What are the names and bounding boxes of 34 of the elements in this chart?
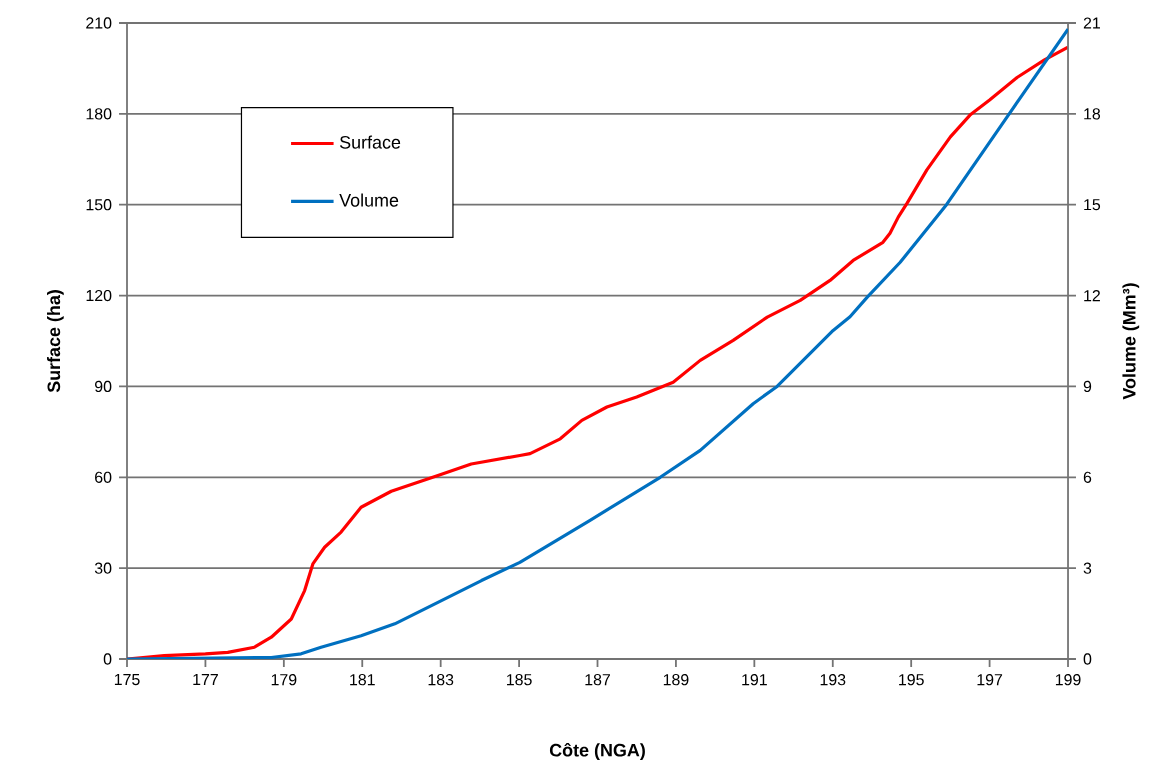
x-axis-title: Côte (NGA) <box>549 742 645 761</box>
y2-axis-title: Volume (Mm³) <box>1122 283 1140 400</box>
y-tick-label: 210 <box>86 17 112 29</box>
legend-label: Surface <box>339 135 401 149</box>
x-tick-label: 191 <box>742 674 767 686</box>
y-tick-label: 30 <box>94 562 112 574</box>
y-tick-label: 0 <box>103 653 112 665</box>
x-tick-label: 185 <box>507 674 532 686</box>
y2-tick-label: 21 <box>1083 17 1100 29</box>
x-tick-label: 197 <box>977 674 1003 686</box>
y-axis-title: Surface (ha) <box>47 290 64 393</box>
x-tick-label: 189 <box>663 674 689 686</box>
y-tick-label: 180 <box>86 108 112 120</box>
y2-tick-label: 9 <box>1083 380 1092 393</box>
y-tick-label: 120 <box>86 289 112 302</box>
y-tick-label: 60 <box>95 471 112 483</box>
y2-tick-label: 15 <box>1084 199 1101 211</box>
y2-tick-label: 6 <box>1083 471 1092 483</box>
y2-tick-label: 18 <box>1084 108 1101 120</box>
x-tick-label: 181 <box>350 674 375 686</box>
x-tick-label: 199 <box>1055 674 1081 686</box>
y-tick-label: 150 <box>86 199 112 211</box>
x-tick-label: 183 <box>428 674 454 686</box>
y-tick-label: 90 <box>95 380 112 393</box>
y2-tick-label: 0 <box>1083 653 1092 665</box>
x-tick-label: 175 <box>114 674 140 686</box>
x-tick-label: 177 <box>193 674 218 685</box>
legend-label: Volume <box>339 193 399 207</box>
x-tick-label: 187 <box>585 674 610 686</box>
x-tick-label: 195 <box>899 674 924 686</box>
x-tick-label: 179 <box>271 674 297 686</box>
y2-tick-label: 3 <box>1083 562 1092 574</box>
x-tick-label: 193 <box>820 674 846 686</box>
y2-tick-label: 12 <box>1084 290 1100 302</box>
